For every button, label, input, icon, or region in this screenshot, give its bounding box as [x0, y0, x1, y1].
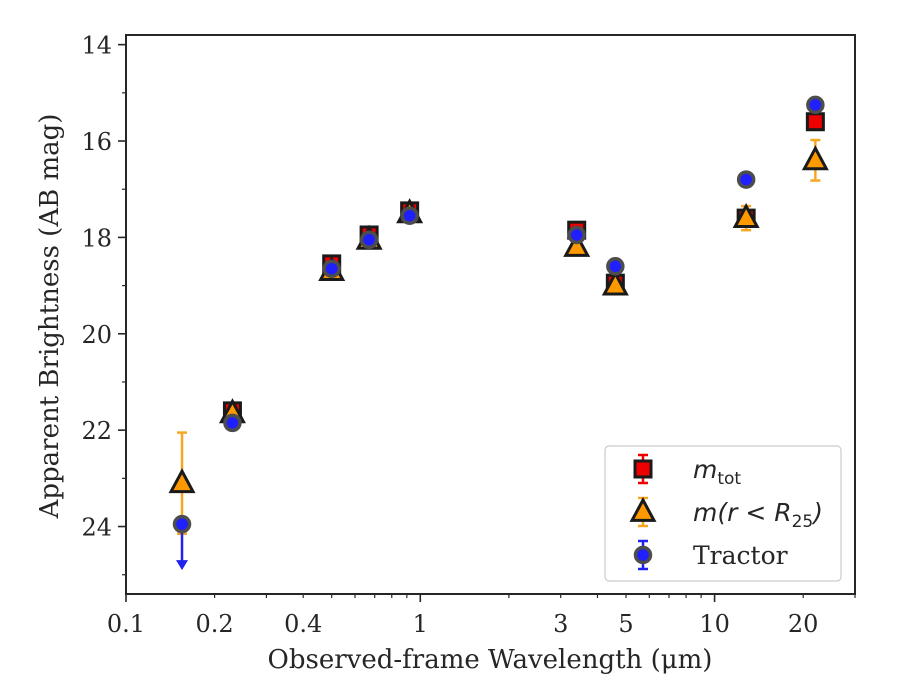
data-point [322, 259, 341, 278]
legend-label: Tractor [693, 541, 788, 570]
plot-area [125, 34, 856, 595]
y-tick-label: 18 [81, 224, 112, 252]
data-point [359, 230, 379, 250]
y-tick-label: 22 [81, 417, 112, 445]
data-point [805, 112, 825, 132]
x-tick-label: 3 [553, 610, 568, 638]
x-tick-label: 0.4 [284, 610, 322, 638]
series-0 [222, 112, 825, 421]
legend-label: m(r < R25) [693, 498, 823, 532]
legend-marker [633, 459, 653, 479]
y-tick-label: 16 [81, 128, 112, 156]
data-point [172, 514, 192, 534]
legend-marker [633, 545, 653, 565]
data-point [732, 202, 760, 229]
data-point [168, 468, 196, 494]
data-point [736, 170, 756, 189]
x-tick-label: 10 [699, 610, 730, 638]
y-tick-label: 24 [81, 514, 112, 542]
data-point [400, 206, 419, 225]
legend-label: mtot [693, 455, 741, 489]
x-tick-label: 1 [413, 610, 428, 638]
x-tick-label: 5 [618, 610, 633, 638]
legend-marker [629, 496, 657, 522]
x-tick-label: 0.2 [196, 610, 234, 638]
y-axis-label: Apparent Brightness (AB mag) [35, 114, 65, 520]
data-marks [168, 95, 829, 571]
x-tick-label: 20 [788, 610, 819, 638]
data-point [567, 225, 586, 245]
legend-box [604, 445, 842, 582]
data-point [223, 413, 242, 433]
axes-frame [125, 34, 856, 595]
legend: mtot m(r < R25) Tractor [604, 445, 842, 582]
y-tick-label: 14 [81, 32, 112, 60]
data-point [563, 231, 591, 257]
axis-ticks: 14 16 18 20 22 24 0.1 0.2 0.4 1 3 5 10 20 [81, 32, 856, 638]
data-point [606, 257, 625, 276]
y-tick-label: 20 [81, 321, 112, 349]
data-point [806, 95, 825, 115]
series-2 [172, 95, 825, 571]
x-tick-label: 0.1 [107, 610, 145, 638]
data-point [801, 145, 829, 171]
data-point [601, 270, 629, 296]
upper-limit-arrowhead [176, 560, 189, 571]
x-axis-label: Observed-frame Wavelength (μm) [268, 645, 713, 675]
